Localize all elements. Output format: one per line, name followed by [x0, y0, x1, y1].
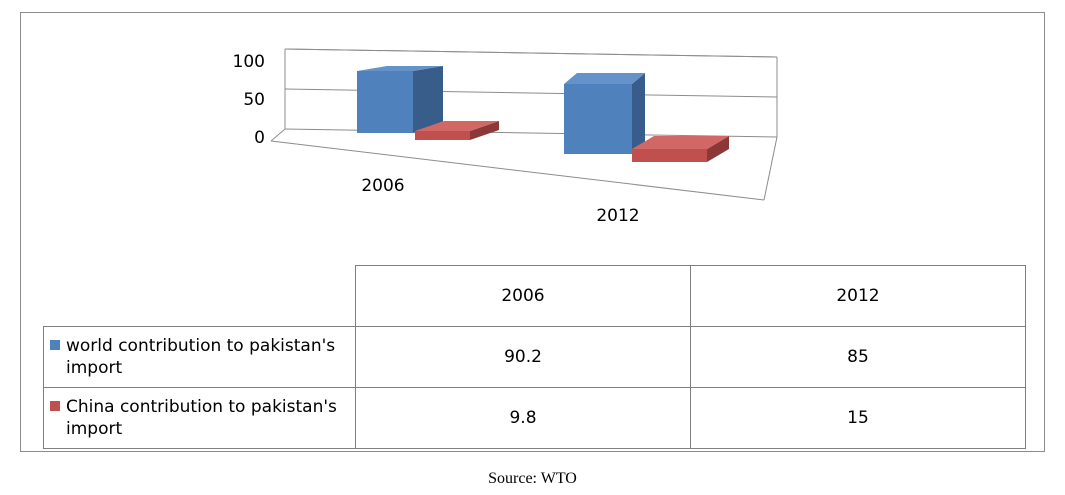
bar-world-2006-top: [357, 66, 443, 71]
bar-world-2012-side: [632, 73, 645, 154]
legend-label-world: world contribution to pakistan's: [66, 335, 336, 356]
table-header-cell: 2012: [690, 265, 1026, 327]
floor-edge: [763, 136, 778, 201]
legend-cell-world: world contribution to pakistan's import: [43, 325, 356, 388]
bar-china-2012-front: [632, 149, 707, 162]
x-category-label: 2006: [361, 176, 404, 196]
table-corner: [43, 265, 356, 327]
table-header-cell: 2006: [355, 265, 691, 327]
legend-label-china: China contribution to pakistan's: [66, 396, 337, 417]
bar-china-2012-top: [632, 136, 729, 149]
legend-swatch-china: [50, 400, 60, 411]
table-cell: 9.8: [355, 386, 691, 449]
legend-label-world-cont: import: [66, 357, 123, 378]
table-row: China contribution to pakistan's import …: [43, 386, 1026, 449]
gridline: [284, 48, 778, 58]
table-header-row: 2006 2012: [43, 265, 1026, 327]
source-caption: Source: WTO: [488, 470, 577, 487]
y-tick-label: 0: [254, 128, 265, 148]
floor-edge: [270, 128, 286, 142]
y-tick-label: 100: [233, 52, 265, 72]
x-category-label: 2012: [596, 206, 639, 226]
bar-world-2006-front: [357, 71, 413, 133]
legend-swatch-world: [50, 339, 60, 350]
bar-china-2006-side: [470, 121, 499, 140]
table-cell: 90.2: [355, 325, 691, 388]
chart-plot: 100 50 0 2006 2012: [233, 48, 778, 226]
y-tick-label: 50: [243, 90, 265, 110]
bar-china-2006-front: [415, 131, 470, 140]
legend-label-china-cont: import: [66, 418, 123, 439]
floor-edge: [270, 140, 765, 201]
table-row: world contribution to pakistan's import …: [43, 325, 1026, 388]
legend-cell-china: China contribution to pakistan's import: [43, 386, 356, 449]
chart-frame: 100 50 0 2006 2012 2006 2012 world contr…: [20, 12, 1045, 452]
bar-china-2006-top: [415, 121, 499, 131]
data-table: 2006 2012 world contribution to pakistan…: [43, 265, 1026, 449]
bar-world-2012-top: [564, 73, 645, 84]
bar-world-2006-side: [413, 66, 443, 133]
table-cell: 15: [690, 386, 1026, 449]
table-cell: 85: [690, 325, 1026, 388]
bar-world-2012-front: [564, 84, 632, 154]
bar-china-2012-side: [707, 136, 729, 162]
